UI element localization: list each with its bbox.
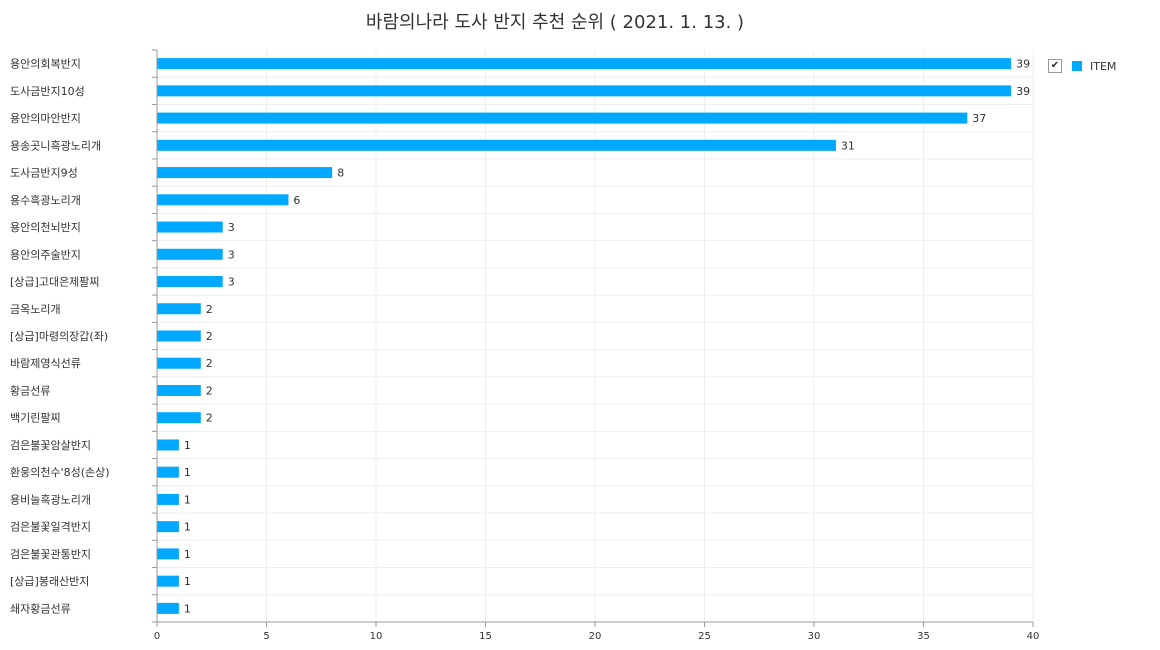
bar: [157, 493, 179, 505]
category-label: 용안의마안반지: [10, 112, 81, 125]
bar: [157, 575, 179, 587]
bar: [157, 221, 223, 233]
legend-checkbox[interactable]: ✔: [1048, 59, 1062, 73]
category-label: 백기린팔찌: [10, 412, 61, 425]
value-label: 39: [1016, 58, 1030, 71]
value-label: 6: [293, 194, 300, 207]
category-label: 도사금반지10성: [10, 85, 85, 98]
category-label: 용안의주술반지: [10, 248, 81, 261]
x-tick-label: 10: [370, 631, 383, 642]
value-label: 37: [972, 112, 986, 125]
legend: ✔ ITEM: [1048, 59, 1116, 73]
bar: [157, 357, 201, 369]
value-label: 2: [206, 384, 213, 397]
bar: [157, 330, 201, 342]
axis-layer: [152, 49, 1034, 627]
x-tick-label: 5: [263, 631, 269, 642]
category-label: 용비늘흑광노리개: [10, 492, 91, 506]
bar: [157, 194, 289, 206]
bar: [157, 466, 179, 478]
value-label: 8: [337, 167, 344, 180]
value-label: 39: [1016, 85, 1030, 98]
value-label: 2: [206, 330, 213, 343]
label-layer: 0 5 10 15 20 25 30 35 40 용안의회복반지 39 도사금반지10성 39 용안의마안…: [10, 58, 1039, 642]
x-tick-label: 35: [917, 631, 930, 642]
value-label: 2: [206, 412, 213, 425]
category-label: 용송곳니흑광노리개: [10, 138, 101, 152]
category-label: 도사금반지9성: [10, 167, 78, 180]
category-label: 바람제영식선류: [10, 357, 81, 370]
category-label: [상급]마령의장갑(좌): [10, 330, 108, 343]
legend-label: ITEM: [1090, 59, 1117, 73]
category-label: 검은불꽃암살반지: [10, 439, 91, 452]
value-label: 3: [228, 276, 235, 289]
bar: [157, 384, 201, 396]
legend-swatch: [1072, 61, 1082, 71]
category-label: 검은불꽃관통반지: [10, 548, 91, 561]
x-tick-label: 15: [479, 631, 492, 642]
x-tick-label: 20: [589, 631, 602, 642]
value-label: 1: [184, 602, 191, 615]
category-label: 금옥노리개: [10, 303, 61, 316]
bar: [157, 139, 836, 151]
chart-title: 바람의나라 도사 반지 추천 순위 ( 2021. 1. 13. ): [365, 12, 745, 33]
bar: [157, 248, 223, 260]
category-label: [상급]봉래산반지: [10, 575, 89, 588]
value-label: 1: [184, 548, 191, 561]
bar: [157, 112, 968, 124]
value-label: 1: [184, 521, 191, 534]
x-tick-label: 25: [698, 631, 711, 642]
x-tick-label: 30: [808, 631, 821, 642]
value-label: 1: [184, 493, 191, 506]
bar: [157, 548, 179, 560]
bar: [157, 58, 1012, 70]
bar: [157, 439, 179, 451]
bar: [157, 276, 223, 288]
value-label: 1: [184, 439, 191, 452]
category-label: 용안의회복반지: [10, 58, 81, 71]
bar: [157, 412, 201, 424]
category-label: 검은불꽃일격반지: [10, 520, 91, 534]
bar: [157, 303, 201, 315]
category-label: 용수흑광노리개: [10, 193, 81, 207]
x-tick-label: 0: [154, 631, 160, 642]
bar: [157, 167, 333, 179]
value-label: 2: [206, 357, 213, 370]
category-label: 쇄자황금선류: [10, 602, 71, 615]
value-label: 2: [206, 303, 213, 316]
category-label: 용안의천뇌반지: [10, 220, 81, 234]
bar-layer: [157, 58, 1012, 614]
value-label: 1: [184, 466, 191, 479]
value-label: 3: [228, 248, 235, 261]
bar: [157, 602, 179, 614]
value-label: 31: [841, 139, 855, 152]
x-tick-label: 40: [1027, 631, 1040, 642]
grid-layer: [157, 50, 1034, 622]
value-label: 1: [184, 575, 191, 588]
category-label: [상급]고대은제팔찌: [10, 276, 100, 289]
bar: [157, 521, 179, 533]
value-label: 3: [228, 221, 235, 234]
category-label: 황금선류: [10, 384, 50, 397]
category-label: 환웅의천수'8성(손상): [10, 465, 110, 479]
bar: [157, 85, 1012, 97]
